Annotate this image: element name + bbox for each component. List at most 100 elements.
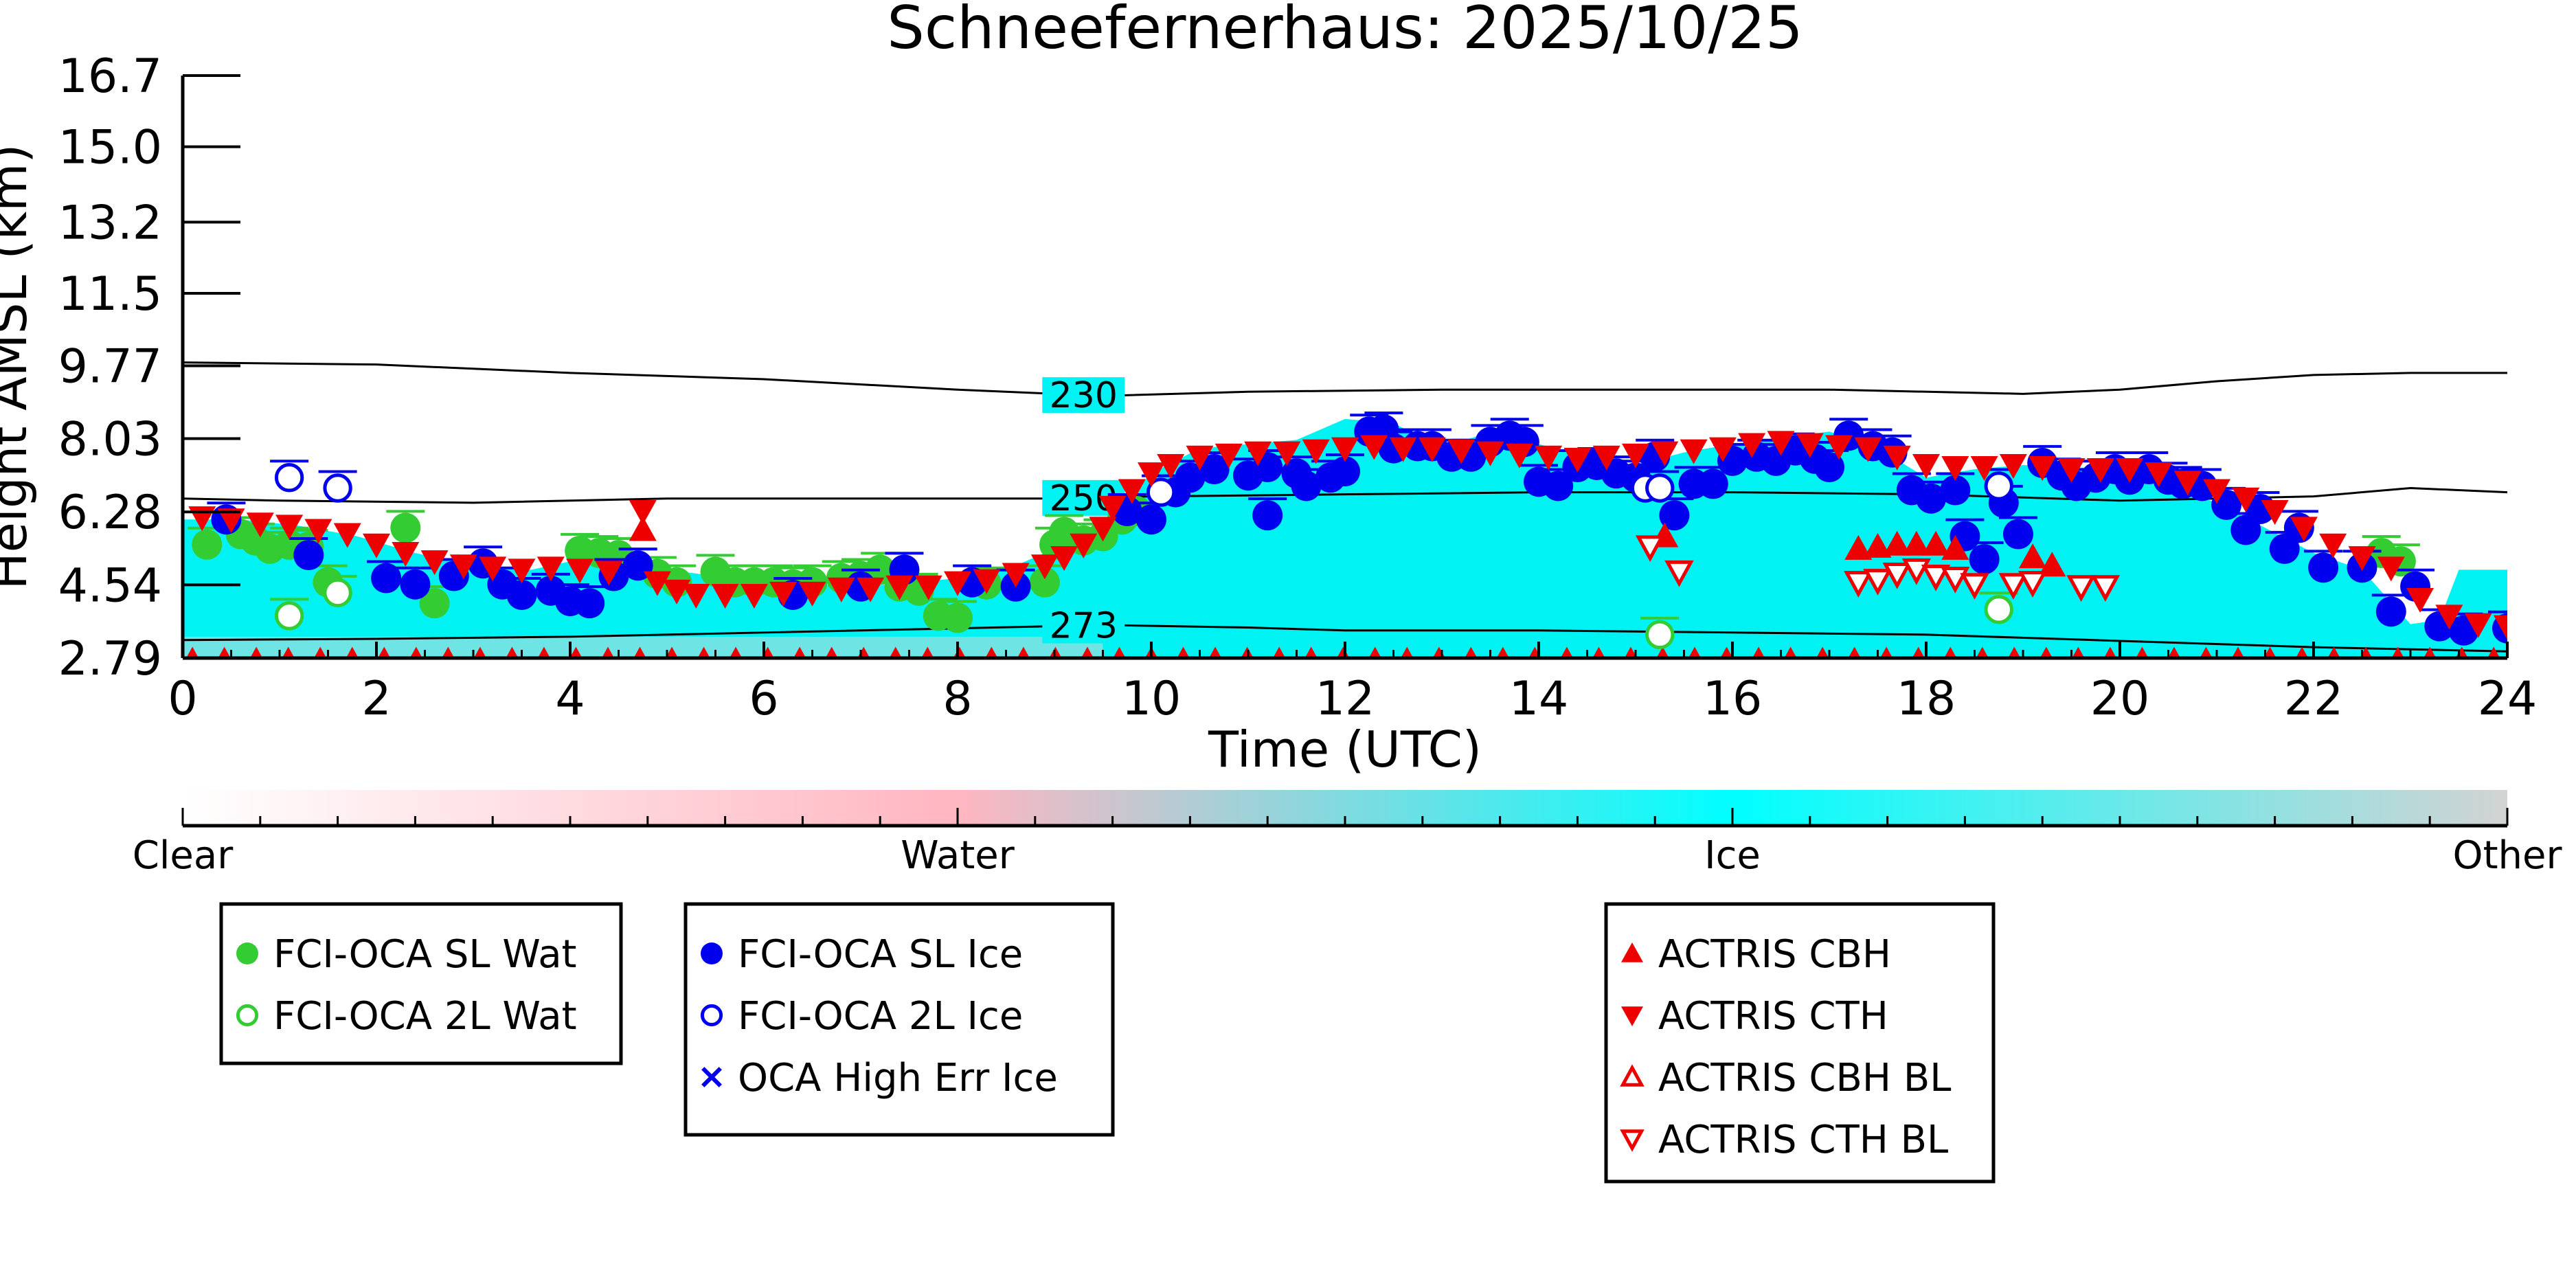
legend-marker <box>236 942 258 964</box>
data-point <box>2173 471 2202 496</box>
legend-marker <box>700 1004 723 1027</box>
actris-cbh-surface-marker <box>825 646 838 658</box>
data-point <box>1941 456 1969 482</box>
data-point <box>1863 569 1893 596</box>
actris-cbh-surface-marker <box>1912 646 1925 658</box>
data-point <box>1505 443 1533 468</box>
actris-cbh-surface-marker <box>730 646 743 658</box>
data-point <box>1157 453 1185 479</box>
series-fci-oca-2l-ice <box>270 460 2018 507</box>
y-tick-label: 4.54 <box>58 558 162 613</box>
legend-marker-b <box>701 1067 722 1087</box>
data-point <box>2116 458 2144 484</box>
data-point <box>1984 471 2013 501</box>
data-point <box>2494 615 2507 640</box>
legend-label: ACTRIS CTH BL <box>1658 1118 1948 1162</box>
data-point <box>1940 475 1971 506</box>
data-point <box>2203 479 2230 504</box>
actris-cbh-surface-marker <box>1976 646 1989 658</box>
x-axis-label: Time (UTC) <box>1208 721 1482 778</box>
data-point <box>1070 533 1098 558</box>
data-point <box>1186 445 1214 471</box>
data-point <box>1999 453 2027 479</box>
legend-marker <box>1620 1129 1645 1152</box>
data-point <box>1214 443 1243 468</box>
x-tick-label: 20 <box>2090 672 2150 726</box>
actris-cbh-surface-marker <box>2008 646 2021 658</box>
x-tick-label: 14 <box>1509 672 1569 726</box>
data-point <box>798 581 826 607</box>
x-tick-label: 22 <box>2284 672 2344 726</box>
actris-cbh-surface-marker <box>186 646 199 658</box>
data-point <box>1331 437 1359 462</box>
colorbar-ticks <box>181 808 2509 826</box>
colorbar-label-clear: Clear <box>133 833 234 878</box>
legend-marker <box>701 1067 722 1087</box>
x-tick-label: 8 <box>942 672 972 726</box>
data-point <box>1814 452 1844 483</box>
data-point <box>1291 471 1322 501</box>
actris-cbh-surface-marker <box>1688 646 1702 658</box>
data-point <box>740 583 768 609</box>
data-point <box>643 571 671 596</box>
data-point <box>275 515 304 540</box>
actris-cbh-surface-marker <box>314 646 327 658</box>
y-ticks: 2.79 4.54 6.28 8.03 9.77 11.5 13.2 15.0 16.7 <box>58 49 240 686</box>
data-point <box>944 571 971 596</box>
actris-cbh-surface-marker <box>1624 646 1638 658</box>
actris-cbh-surface-marker <box>2424 646 2437 658</box>
actris-cbh-surface-marker <box>2040 646 2053 658</box>
actris-cbh-surface-marker <box>2167 646 2181 658</box>
actris-cbh-surface-marker <box>282 646 295 658</box>
data-point <box>1136 504 1166 535</box>
data-point <box>1651 441 1679 466</box>
actris-cbh-surface-marker <box>1113 646 1126 658</box>
actris-cbh-surface-marker <box>889 646 902 658</box>
contour-label-230: 230 <box>1050 375 1118 416</box>
data-point <box>1146 477 1176 507</box>
x-tick-label: 18 <box>1897 672 1956 726</box>
data-point <box>1389 437 1417 462</box>
contour-label-273: 273 <box>1050 605 1118 646</box>
data-point <box>1844 571 1873 598</box>
data-point <box>2406 588 2434 613</box>
y-tick-label: 8.03 <box>58 413 162 467</box>
actris-cbh-surface-marker <box>1496 646 1509 658</box>
data-point <box>192 529 223 560</box>
data-point <box>1199 454 1230 485</box>
data-point <box>304 519 332 544</box>
actris-cbh-surface-marker <box>2391 646 2404 658</box>
actris-cbh-surface-marker <box>2072 646 2085 658</box>
data-point <box>2018 571 2048 598</box>
legend-frame <box>1604 902 1996 1184</box>
data-point <box>1882 562 1912 589</box>
data-point <box>1984 595 2013 624</box>
data-point <box>333 523 361 548</box>
series-fci-oca-2l-wat <box>270 574 2018 650</box>
x-tick-label: 12 <box>1315 672 1375 726</box>
data-point <box>574 588 605 619</box>
legend-frame <box>219 902 623 1065</box>
legend-label: OCA High Err Ice <box>738 1056 1058 1100</box>
data-point <box>1697 468 1728 499</box>
data-point <box>942 602 973 633</box>
actris-cbh-surface-marker <box>2327 646 2340 658</box>
colorbar-label-water: Water <box>901 833 1015 878</box>
data-point <box>914 575 942 600</box>
data-point <box>1244 441 1272 466</box>
data-point <box>1998 573 2029 600</box>
data-point <box>1902 530 1930 556</box>
data-point <box>2066 575 2096 602</box>
data-point <box>1921 565 1951 591</box>
data-point <box>1050 546 1078 572</box>
data-point <box>2038 552 2066 577</box>
legend-label: FCI-OCA 2L Wat <box>273 994 577 1039</box>
data-point <box>274 601 304 631</box>
data-point <box>2261 500 2289 526</box>
contour-label-bg-230 <box>1042 377 1125 414</box>
data-point <box>1883 445 1911 471</box>
series-actris-cth-bl <box>1635 535 2121 602</box>
data-point <box>827 577 855 602</box>
legend-box-1: FCI-OCA SL Ice FCI-OCA 2L Ice OCA High Err… <box>683 902 1115 1137</box>
data-point <box>390 512 421 543</box>
